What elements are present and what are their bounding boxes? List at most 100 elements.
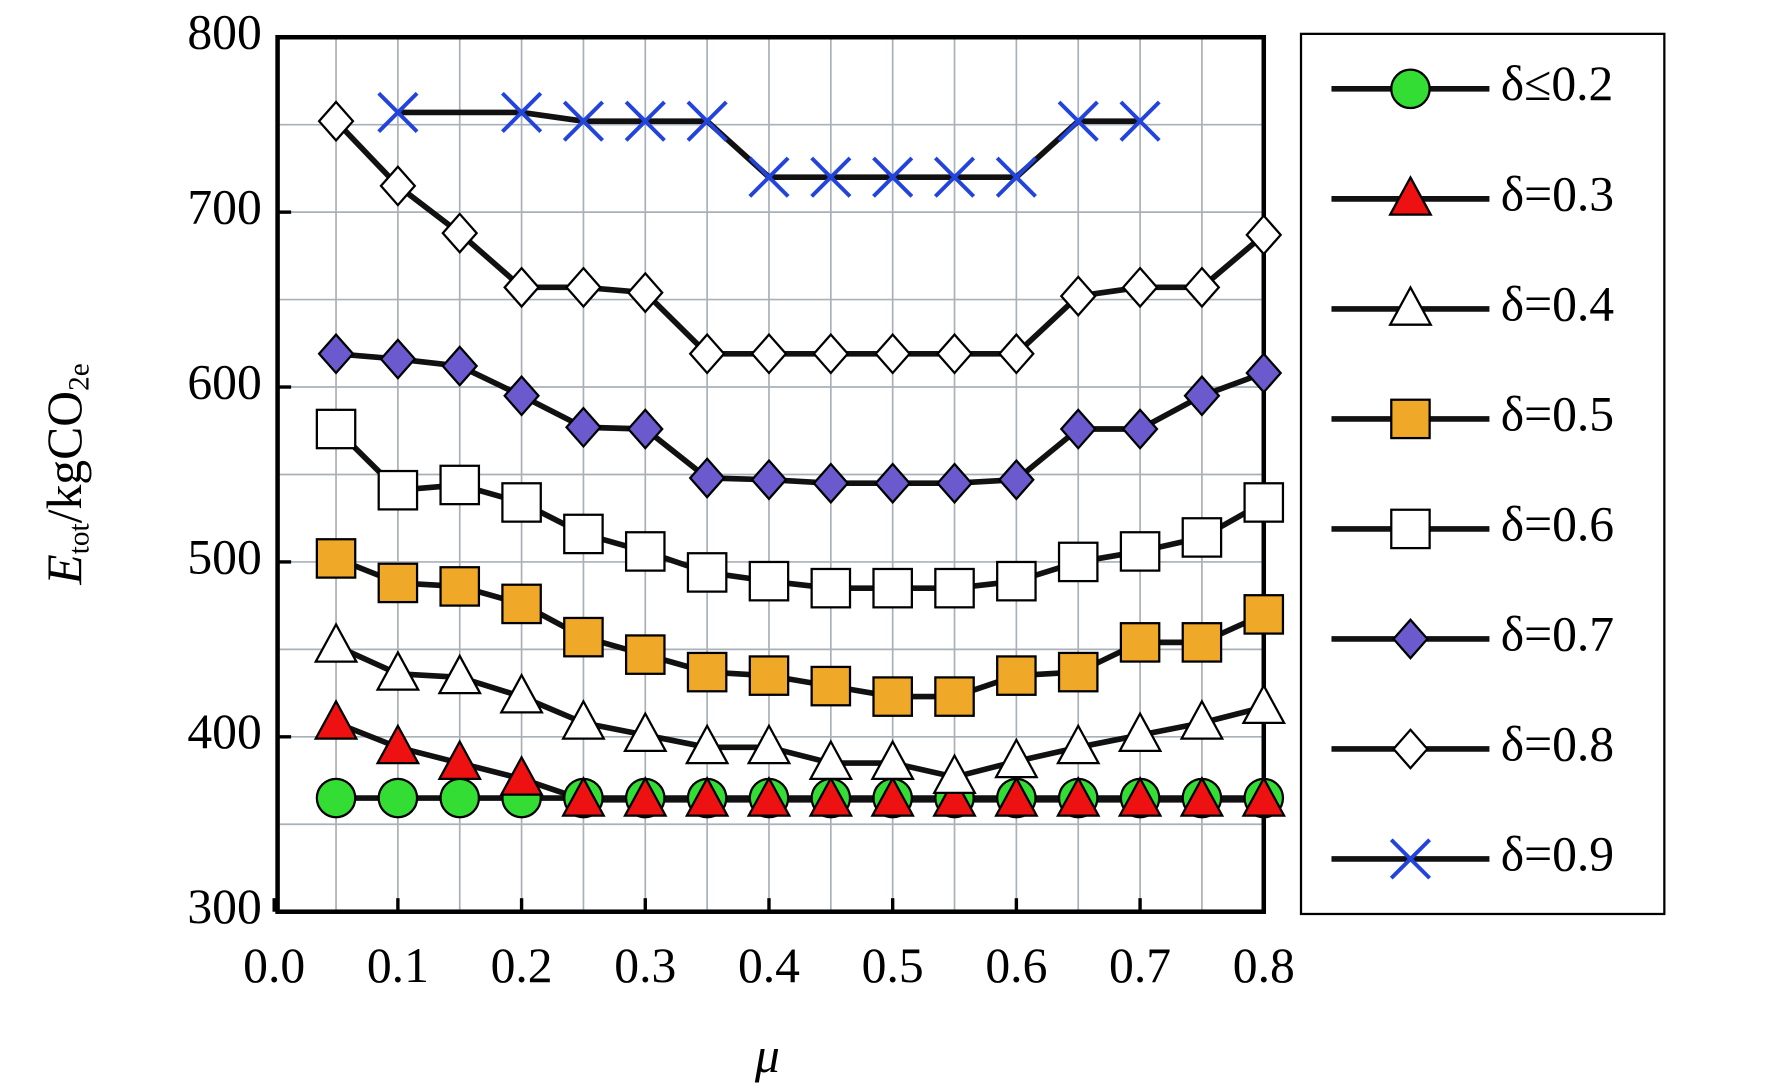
marker [377,469,419,511]
y-label-sub: 2e [63,363,95,391]
y-label-sub: tot [63,523,95,554]
series-line [334,426,1266,591]
series-line [335,720,1264,803]
marker [1117,711,1163,752]
marker [872,567,913,609]
marker [746,723,792,765]
marker [686,651,728,693]
marker [624,634,666,675]
marker [503,374,541,417]
marker [686,100,728,142]
x-tick-label: 0.1 [367,938,429,993]
marker [810,567,852,609]
marker [562,100,605,142]
marker [315,777,357,819]
marker [684,775,730,817]
marker [936,462,973,505]
legend-label: δ=0.9 [1501,826,1614,881]
legend-label: δ=0.3 [1501,166,1614,221]
marker [1390,398,1431,440]
marker [377,777,419,819]
marker [872,156,914,198]
marker [1183,266,1221,309]
marker [1245,352,1283,394]
marker [1245,213,1283,256]
marker [439,464,481,506]
marker [686,552,728,593]
x-tick-label: 0.4 [738,938,800,993]
marker [503,266,541,309]
x-tick-label: 0.5 [862,938,924,993]
marker [317,100,355,143]
marker [810,665,852,707]
marker [1121,408,1159,450]
marker [441,212,479,255]
marker [808,775,854,817]
marker [1181,517,1223,558]
marker [933,156,976,198]
marker [1243,594,1285,635]
legend-label: δ=0.7 [1501,606,1614,661]
y-label-part: E [37,554,92,585]
marker [995,156,1037,198]
marker [748,560,790,602]
marker [1057,100,1099,142]
marker [441,345,479,387]
y-tick-label: 300 [187,879,261,934]
marker [997,458,1035,501]
marker [561,699,606,740]
marker [561,775,606,817]
y-tick-label: 600 [187,354,261,409]
marker [1119,531,1161,572]
marker [812,332,850,375]
x-tick-label: 0.2 [491,938,553,993]
marker [563,513,604,555]
marker [996,655,1037,696]
marker [994,737,1039,779]
marker [810,156,852,198]
x-axis-label: μ [754,1028,780,1083]
marker [1179,699,1225,740]
marker [874,462,912,505]
y-tick-label: 500 [187,529,261,584]
marker [439,777,481,819]
marker [1390,68,1431,110]
marker [1119,622,1161,663]
marker [1392,618,1429,660]
marker [1059,408,1097,450]
marker [565,266,602,309]
marker [317,332,355,375]
marker [375,650,421,691]
marker [870,775,915,817]
marker [750,332,788,375]
marker [1056,775,1101,817]
marker [1121,266,1159,309]
series-line [335,555,1265,700]
marker [1057,651,1099,693]
marker [872,676,913,717]
marker [501,91,543,134]
marker [1183,374,1221,417]
y-axis-label: Etot/kgCO2e [37,363,95,585]
legend-label: δ=0.6 [1501,496,1614,551]
marker [1179,775,1225,817]
marker [313,699,359,740]
marker [812,462,850,505]
marker [626,271,664,314]
x-tick-label: 0.7 [1109,938,1171,993]
marker [437,653,482,695]
marker [1388,285,1433,326]
marker [1243,482,1285,523]
legend-label: δ=0.8 [1501,716,1614,771]
marker [1117,775,1163,817]
y-label-part: /kgCO [37,391,92,523]
marker [934,567,975,609]
marker [748,156,790,198]
marker [688,457,726,499]
marker [623,775,668,817]
marker [379,165,417,207]
series-line [335,350,1265,487]
legend-label: δ≤0.2 [1501,56,1614,111]
y-tick-label: 400 [187,704,261,759]
